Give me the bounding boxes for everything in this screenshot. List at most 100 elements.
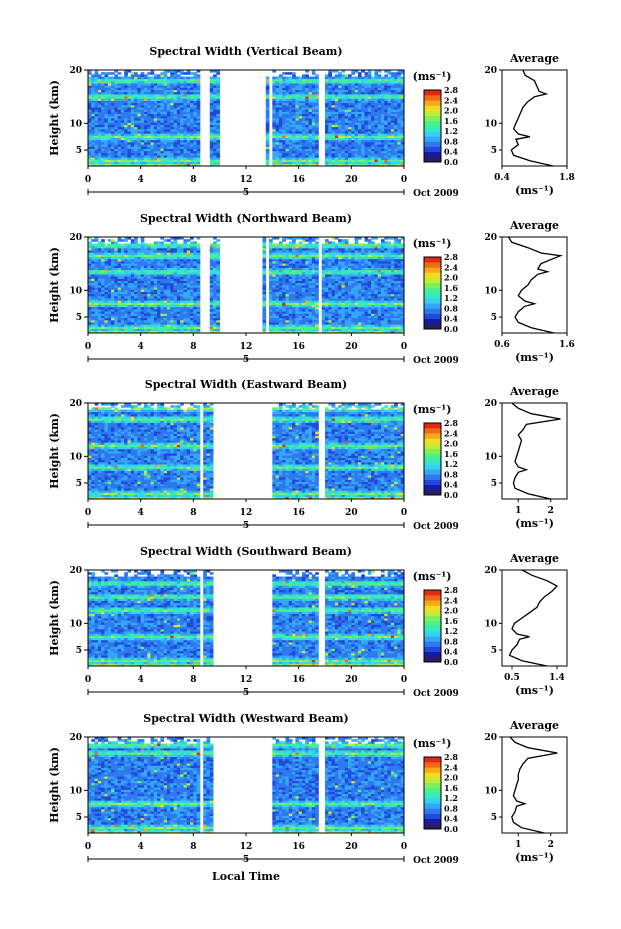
heatmap-cell	[334, 159, 339, 163]
heatmap-cell	[282, 89, 286, 93]
heatmap-cell	[150, 96, 155, 99]
heatmap-cell	[91, 159, 95, 163]
heatmap-cell	[134, 142, 138, 145]
heatmap-cell	[120, 122, 125, 125]
heatmap-cell	[147, 148, 151, 152]
heatmap-cell	[292, 148, 296, 152]
heatmap-cell	[114, 124, 119, 128]
colorbar-band	[424, 136, 441, 142]
heatmap-cell	[101, 98, 105, 101]
heatmap-cell	[143, 102, 148, 106]
heatmap-cell	[173, 148, 178, 152]
x-tick-label: 20	[345, 175, 358, 185]
heatmap-cell	[216, 87, 221, 91]
heatmap-cell	[196, 142, 201, 145]
heatmap-cell	[325, 76, 329, 80]
heatmap-cell	[298, 137, 303, 141]
heatmap-cell	[278, 87, 283, 91]
heatmap-cell	[311, 100, 316, 104]
heatmap-cell	[311, 163, 316, 167]
heatmap-cell	[265, 146, 270, 149]
heatmap-cell	[163, 89, 168, 93]
heatmap-cell	[190, 148, 194, 152]
heatmap-cell	[143, 124, 148, 128]
heatmap-cell	[107, 87, 112, 91]
heatmap-cell	[101, 96, 105, 99]
heatmap-cell	[213, 161, 217, 165]
heatmap-cell	[94, 159, 99, 163]
heatmap-cell	[137, 137, 142, 141]
heatmap-cell	[380, 76, 385, 80]
heatmap-cell	[328, 128, 332, 132]
heatmap-cell	[315, 126, 319, 130]
heatmap-cell	[163, 109, 168, 112]
heatmap-cell	[265, 100, 270, 104]
heatmap-cell	[114, 113, 119, 117]
heatmap-cell	[163, 72, 168, 75]
heatmap-cell	[114, 89, 119, 93]
heatmap-cell	[163, 126, 168, 130]
heatmap-cell	[325, 120, 329, 123]
heatmap-cell	[196, 83, 201, 86]
heatmap-cell	[130, 118, 135, 121]
heatmap-cell	[190, 150, 194, 154]
heatmap-cell	[163, 83, 168, 86]
heatmap-cell	[124, 102, 128, 106]
heatmap-cell	[328, 155, 332, 158]
heatmap-cell	[190, 115, 194, 119]
average-x-tick-label: 0.4	[494, 173, 510, 183]
colorbar-band	[424, 110, 441, 117]
heatmap-cell	[114, 102, 119, 106]
heatmap-cell	[163, 78, 168, 82]
heatmap-cell	[104, 150, 109, 154]
heatmap-cell	[140, 76, 145, 80]
average-title: Average	[509, 52, 559, 65]
heatmap-cell	[143, 104, 148, 108]
heatmap-cell	[183, 107, 188, 110]
heatmap-cell	[325, 135, 329, 139]
heatmap-cell	[150, 100, 155, 104]
heatmap-cell	[91, 135, 95, 139]
heatmap-cell	[328, 94, 332, 97]
heatmap-cell	[173, 115, 178, 119]
heatmap-cell	[134, 131, 138, 134]
heatmap-cell	[331, 87, 336, 91]
heatmap-cell	[311, 83, 316, 86]
heatmap-cell	[124, 91, 128, 95]
heatmap-cell	[278, 131, 283, 134]
heatmap-cell	[285, 146, 290, 149]
heatmap-cell	[272, 150, 277, 154]
heatmap-cell	[94, 124, 99, 128]
heatmap-cell	[107, 83, 112, 86]
heatmap-cell	[101, 152, 105, 156]
heatmap-cell	[143, 163, 148, 167]
heatmap-cell	[275, 102, 280, 106]
heatmap-cell	[157, 80, 161, 84]
heatmap-cell	[88, 152, 92, 156]
heatmap-cell	[272, 107, 277, 110]
heatmap-cell	[88, 102, 92, 106]
heatmap-cell	[147, 131, 151, 134]
heatmap-cell	[97, 107, 102, 110]
heatmap-cell	[190, 155, 194, 158]
heatmap-cell	[315, 144, 319, 147]
heatmap-cell	[94, 76, 99, 80]
heatmap-cell	[120, 96, 125, 99]
heatmap-cell	[140, 144, 145, 147]
heatmap-cell	[157, 150, 161, 154]
heatmap-cell	[285, 72, 290, 75]
heatmap-cell	[308, 135, 313, 139]
heatmap-cell	[104, 111, 109, 115]
heatmap-cell	[147, 157, 151, 160]
heatmap-cell	[153, 109, 158, 112]
heatmap-cell	[163, 155, 168, 158]
heatmap-cell	[275, 113, 280, 117]
heatmap-cell	[213, 133, 217, 136]
heatmap-cell	[124, 126, 128, 130]
heatmap-cell	[190, 163, 194, 167]
heatmap-cell	[285, 159, 290, 163]
heatmap-cell	[275, 118, 280, 121]
heatmap-cell	[190, 146, 194, 149]
heatmap-cell	[137, 107, 142, 110]
heatmap-cell	[120, 115, 125, 119]
